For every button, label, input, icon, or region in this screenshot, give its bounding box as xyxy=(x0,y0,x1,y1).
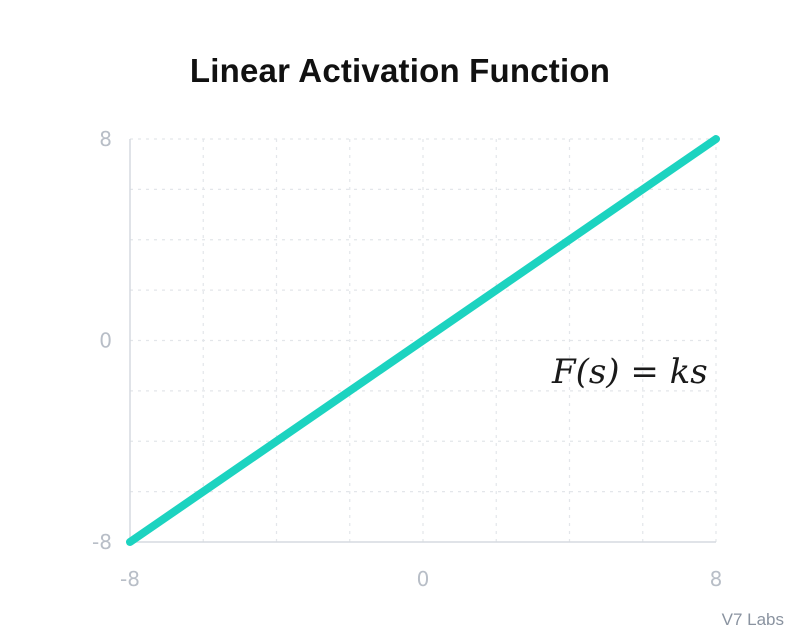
y-tick-label: -8 xyxy=(92,530,112,554)
x-tick-label: -8 xyxy=(120,567,140,591)
axes xyxy=(129,139,716,543)
tick-labels: -8 0 8 8 0 -8 xyxy=(92,127,722,591)
x-tick-label: 8 xyxy=(710,567,723,591)
watermark-logo-text: V7 Labs xyxy=(721,610,784,629)
chart-title: Linear Activation Function xyxy=(189,52,611,89)
series xyxy=(126,135,720,546)
formula-annotation: F(s) = ks xyxy=(552,352,708,392)
x-tick-label: 0 xyxy=(417,567,430,591)
series-line xyxy=(126,135,720,546)
y-tick-label: 8 xyxy=(99,127,112,151)
y-tick-label: 0 xyxy=(99,329,112,353)
